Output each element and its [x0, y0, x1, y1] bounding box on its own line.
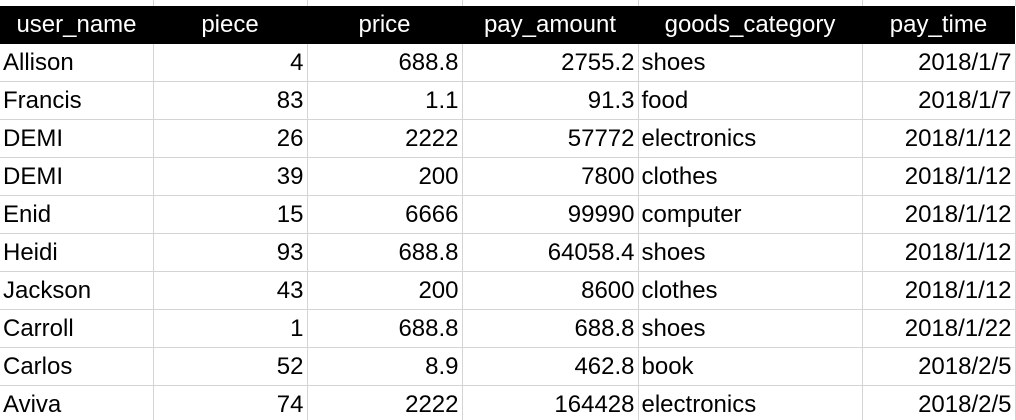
cell-piece[interactable]: 93	[153, 233, 308, 272]
cell-pay-time[interactable]: 2018/1/7	[862, 81, 1016, 120]
cell-pay-time[interactable]: 2018/1/12	[862, 157, 1016, 196]
cell-goods-category[interactable]: electronics	[638, 119, 863, 158]
cell-price[interactable]: 200	[307, 157, 463, 196]
cell-pay-time[interactable]: 2018/2/5	[862, 385, 1016, 420]
cell-price[interactable]: 688.8	[307, 309, 463, 348]
cell-pay-time[interactable]: 2018/1/22	[862, 309, 1016, 348]
cell-price[interactable]: 688.8	[307, 233, 463, 272]
cell-pay-amount[interactable]: 91.3	[462, 81, 639, 120]
cell-piece[interactable]: 83	[153, 81, 308, 120]
cell-pay-amount[interactable]: 164428	[462, 385, 639, 420]
cell-piece[interactable]: 26	[153, 119, 308, 158]
cell-piece[interactable]: 15	[153, 195, 308, 234]
cell-goods-category[interactable]: clothes	[638, 157, 863, 196]
column-header-piece[interactable]: piece	[153, 6, 307, 44]
cell-goods-category[interactable]: shoes	[638, 233, 863, 272]
table-row: Heidi 93 688.8 64058.4 shoes 2018/1/12	[0, 233, 1016, 272]
cell-pay-time[interactable]: 2018/2/5	[862, 347, 1016, 386]
cell-price[interactable]: 2222	[307, 385, 463, 420]
cell-piece[interactable]: 1	[153, 309, 308, 348]
cell-goods-category[interactable]: shoes	[638, 44, 863, 82]
cell-user-name[interactable]: Allison	[0, 44, 154, 82]
cell-pay-amount[interactable]: 8600	[462, 271, 639, 310]
cell-pay-amount[interactable]: 57772	[462, 119, 639, 158]
cell-price[interactable]: 1.1	[307, 81, 463, 120]
cell-goods-category[interactable]: clothes	[638, 271, 863, 310]
cell-piece[interactable]: 39	[153, 157, 308, 196]
cell-goods-category[interactable]: electronics	[638, 385, 863, 420]
cell-pay-amount[interactable]: 7800	[462, 157, 639, 196]
column-header-price[interactable]: price	[307, 6, 462, 44]
cell-pay-time[interactable]: 2018/1/12	[862, 271, 1016, 310]
table-row: Allison 4 688.8 2755.2 shoes 2018/1/7	[0, 44, 1016, 82]
cell-goods-category[interactable]: shoes	[638, 309, 863, 348]
table-row: Aviva 74 2222 164428 electronics 2018/2/…	[0, 385, 1016, 420]
cell-piece[interactable]: 52	[153, 347, 308, 386]
table-row: Francis 83 1.1 91.3 food 2018/1/7	[0, 81, 1016, 120]
cell-piece[interactable]: 74	[153, 385, 308, 420]
cell-pay-time[interactable]: 2018/1/12	[862, 119, 1016, 158]
header-row: user_name piece price pay_amount goods_c…	[0, 6, 1015, 44]
cell-user-name[interactable]: Francis	[0, 81, 154, 120]
cell-price[interactable]: 200	[307, 271, 463, 310]
previous-row-strip	[0, 0, 1016, 6]
cell-user-name[interactable]: DEMI	[0, 119, 154, 158]
table-row: Enid 15 6666 99990 computer 2018/1/12	[0, 195, 1016, 234]
cell-user-name[interactable]: Carroll	[0, 309, 154, 348]
cell-goods-category[interactable]: food	[638, 81, 863, 120]
table-row: Jackson 43 200 8600 clothes 2018/1/12	[0, 271, 1016, 310]
column-header-user-name[interactable]: user_name	[0, 6, 153, 44]
cell-user-name[interactable]: Aviva	[0, 385, 154, 420]
cell-pay-amount[interactable]: 462.8	[462, 347, 639, 386]
cell-user-name[interactable]: Carlos	[0, 347, 154, 386]
column-header-pay-time[interactable]: pay_time	[862, 6, 1015, 44]
column-header-goods-category[interactable]: goods_category	[638, 6, 862, 44]
cell-pay-amount[interactable]: 99990	[462, 195, 639, 234]
cell-price[interactable]: 2222	[307, 119, 463, 158]
cell-user-name[interactable]: Jackson	[0, 271, 154, 310]
cell-pay-time[interactable]: 2018/1/12	[862, 233, 1016, 272]
cell-pay-amount[interactable]: 688.8	[462, 309, 639, 348]
cell-price[interactable]: 688.8	[307, 44, 463, 82]
table-row: DEMI 26 2222 57772 electronics 2018/1/12	[0, 119, 1016, 158]
table-row: DEMI 39 200 7800 clothes 2018/1/12	[0, 157, 1016, 196]
cell-pay-time[interactable]: 2018/1/7	[862, 44, 1016, 82]
cell-piece[interactable]: 43	[153, 271, 308, 310]
cell-goods-category[interactable]: computer	[638, 195, 863, 234]
cell-user-name[interactable]: DEMI	[0, 157, 154, 196]
cell-piece[interactable]: 4	[153, 44, 308, 82]
cell-goods-category[interactable]: book	[638, 347, 863, 386]
cell-pay-amount[interactable]: 2755.2	[462, 44, 639, 82]
column-header-pay-amount[interactable]: pay_amount	[462, 6, 638, 44]
cell-user-name[interactable]: Enid	[0, 195, 154, 234]
table-row: Carlos 52 8.9 462.8 book 2018/2/5	[0, 347, 1016, 386]
cell-pay-time[interactable]: 2018/1/12	[862, 195, 1016, 234]
table-row: Carroll 1 688.8 688.8 shoes 2018/1/22	[0, 309, 1016, 348]
cell-user-name[interactable]: Heidi	[0, 233, 154, 272]
cell-pay-amount[interactable]: 64058.4	[462, 233, 639, 272]
cell-price[interactable]: 8.9	[307, 347, 463, 386]
cell-price[interactable]: 6666	[307, 195, 463, 234]
